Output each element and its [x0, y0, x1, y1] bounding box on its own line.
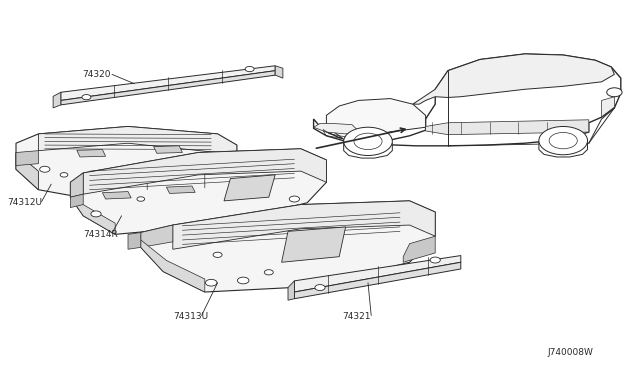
Polygon shape — [282, 227, 346, 262]
Polygon shape — [70, 173, 83, 197]
Polygon shape — [38, 126, 237, 164]
Text: 74321: 74321 — [342, 312, 371, 321]
Circle shape — [315, 285, 325, 291]
Polygon shape — [70, 194, 83, 208]
Circle shape — [205, 279, 217, 286]
Polygon shape — [16, 126, 237, 205]
Polygon shape — [426, 120, 589, 135]
Circle shape — [82, 94, 91, 100]
Circle shape — [213, 252, 222, 257]
Text: 74320: 74320 — [82, 70, 111, 79]
Polygon shape — [102, 192, 131, 199]
Circle shape — [354, 133, 382, 150]
Polygon shape — [326, 99, 426, 141]
Polygon shape — [141, 225, 173, 247]
Polygon shape — [294, 256, 461, 292]
Circle shape — [206, 159, 216, 165]
Polygon shape — [16, 151, 38, 166]
Circle shape — [137, 197, 145, 201]
Polygon shape — [128, 232, 141, 249]
Polygon shape — [224, 175, 275, 201]
Polygon shape — [173, 201, 435, 249]
Text: 74313U: 74313U — [173, 312, 208, 321]
Polygon shape — [602, 97, 614, 117]
Polygon shape — [141, 240, 205, 292]
Circle shape — [344, 127, 392, 155]
Circle shape — [237, 277, 249, 284]
Circle shape — [549, 132, 577, 149]
Polygon shape — [294, 262, 461, 299]
Polygon shape — [403, 236, 435, 262]
Circle shape — [539, 126, 588, 155]
Polygon shape — [314, 54, 621, 146]
Circle shape — [245, 67, 254, 72]
Polygon shape — [344, 143, 392, 158]
Circle shape — [264, 270, 273, 275]
Polygon shape — [539, 141, 588, 157]
Circle shape — [430, 257, 440, 263]
Polygon shape — [70, 197, 115, 234]
Polygon shape — [147, 166, 205, 190]
Text: J740008W: J740008W — [547, 348, 593, 357]
Polygon shape — [83, 149, 326, 194]
Text: 74314R: 74314R — [83, 230, 118, 239]
Polygon shape — [16, 153, 38, 190]
Circle shape — [289, 196, 300, 202]
Polygon shape — [288, 281, 294, 300]
Polygon shape — [166, 186, 195, 193]
Polygon shape — [275, 66, 283, 78]
Polygon shape — [70, 149, 326, 234]
Polygon shape — [154, 146, 182, 153]
Polygon shape — [61, 71, 275, 105]
Polygon shape — [61, 66, 275, 100]
Circle shape — [60, 173, 68, 177]
Polygon shape — [53, 92, 61, 108]
Circle shape — [91, 211, 101, 217]
Text: 74312U: 74312U — [8, 198, 43, 207]
Polygon shape — [413, 54, 614, 104]
Circle shape — [607, 88, 622, 97]
Polygon shape — [314, 124, 358, 134]
Polygon shape — [141, 201, 435, 292]
Circle shape — [40, 166, 50, 172]
Polygon shape — [77, 150, 106, 157]
